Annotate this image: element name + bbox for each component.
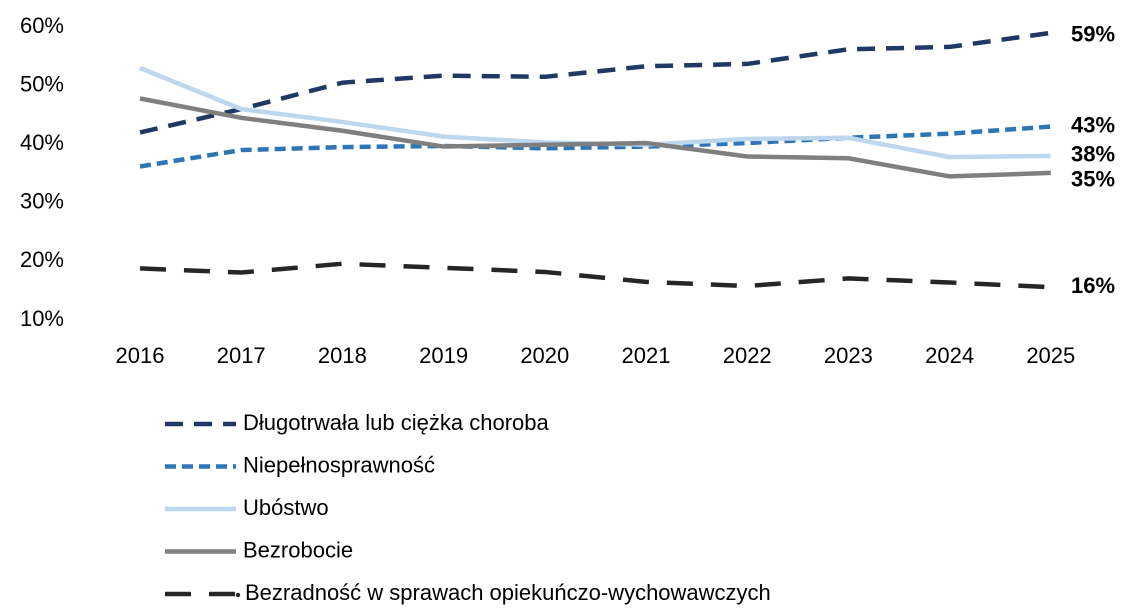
- legend-label: Bezradność w sprawach opiekuńczo-wychowa…: [245, 580, 771, 605]
- data-label: 35%: [1071, 167, 1115, 192]
- x-tick-label: 2022: [723, 343, 772, 368]
- data-label: 38%: [1071, 142, 1115, 167]
- x-tick-label: 2017: [217, 343, 266, 368]
- x-tick-label: 2025: [1026, 343, 1075, 368]
- legend-label: Długotrwała lub ciężka choroba: [243, 410, 549, 435]
- y-tick-label: 50%: [20, 71, 64, 96]
- x-tick-label: 2020: [520, 343, 569, 368]
- x-tick-label: 2023: [824, 343, 873, 368]
- series-line: [139, 30, 1052, 135]
- y-tick-label: 20%: [20, 247, 64, 272]
- data-label: 59%: [1071, 22, 1115, 47]
- y-tick-label: 10%: [20, 306, 64, 331]
- legend-dot: [235, 592, 241, 598]
- series-line: [139, 261, 1051, 290]
- x-tick-label: 2019: [419, 343, 468, 368]
- series-line: [139, 96, 1051, 179]
- y-tick-label: 30%: [20, 189, 64, 214]
- series-line: [139, 124, 1051, 169]
- x-tick-label: 2021: [622, 343, 671, 368]
- y-tick-label: 40%: [20, 130, 64, 155]
- legend-label: Bezrobocie: [243, 537, 353, 562]
- y-tick-label: 60%: [20, 13, 64, 38]
- data-label: 43%: [1071, 112, 1115, 137]
- data-label: 16%: [1071, 273, 1115, 298]
- legend-label: Niepełnosprawność: [243, 452, 435, 477]
- x-tick-label: 2024: [925, 343, 974, 368]
- x-tick-label: 2018: [318, 343, 367, 368]
- x-tick-label: 2016: [116, 343, 165, 368]
- legend-label: Ubóstwo: [243, 495, 329, 520]
